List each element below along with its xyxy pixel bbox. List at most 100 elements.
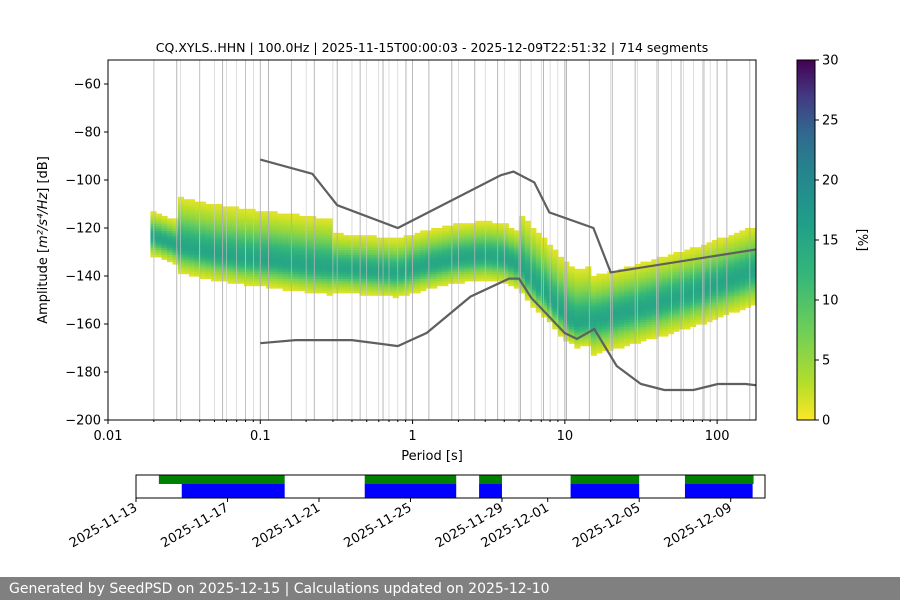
psd-cell <box>684 280 691 284</box>
psd-cell <box>277 242 284 246</box>
psd-cell <box>464 261 471 265</box>
psd-cell <box>194 273 201 277</box>
psd-cell <box>310 268 317 272</box>
footer-bar: Generated by SeedPSD on 2025-12-15 | Cal… <box>0 577 900 600</box>
psd-cell <box>519 278 526 282</box>
psd-cell <box>260 244 267 248</box>
psd-cell <box>161 247 168 251</box>
psd-cell <box>255 213 262 217</box>
psd-cell <box>557 283 564 287</box>
psd-cell <box>343 288 350 291</box>
psd-cell <box>750 288 756 291</box>
psd-cell <box>194 235 201 239</box>
psd-cell <box>293 271 300 275</box>
psd-cell <box>711 280 719 284</box>
psd-cell <box>199 252 207 255</box>
psd-cell <box>469 242 476 246</box>
psd-cell <box>277 230 284 234</box>
psd-cell <box>722 254 730 258</box>
psd-cell <box>414 288 421 291</box>
psd-cell <box>403 280 410 284</box>
psd-cell <box>458 273 465 277</box>
psd-cell <box>744 276 752 279</box>
psd-cell <box>618 307 625 311</box>
psd-cell <box>739 266 746 270</box>
psd-cell <box>667 309 675 313</box>
psd-cell <box>172 235 179 239</box>
psd-cell <box>211 211 218 215</box>
psd-cell <box>640 307 647 311</box>
psd-cell <box>535 271 542 275</box>
psd-cell <box>645 304 653 308</box>
psd-cell <box>744 268 752 272</box>
psd-cell <box>177 213 185 217</box>
psd-cell <box>381 278 388 282</box>
psd-cell <box>337 235 344 239</box>
psd-cell <box>552 271 559 275</box>
psd-cell <box>403 244 410 248</box>
psd-cell <box>436 280 443 284</box>
psd-cell <box>662 288 669 291</box>
psd-cell <box>695 283 702 287</box>
psd-cell <box>568 314 575 318</box>
psd-cell <box>332 280 339 284</box>
psd-cell <box>199 271 207 275</box>
psd-cell <box>321 240 328 243</box>
psd-cell <box>304 264 311 267</box>
psd-cell <box>491 256 498 260</box>
psd-cell <box>513 278 520 282</box>
psd-cell <box>469 225 476 229</box>
psd-cell <box>205 242 212 246</box>
psd-cell <box>508 256 515 260</box>
psd-cell <box>706 297 713 301</box>
psd-cell <box>431 278 438 282</box>
psd-cell <box>398 283 405 287</box>
psd-cell <box>277 235 284 239</box>
psd-cell <box>453 225 460 229</box>
psd-cell <box>469 252 476 255</box>
psd-cell <box>166 242 174 246</box>
psd-cell <box>662 273 669 277</box>
psd-cell <box>354 285 361 289</box>
psd-cell <box>678 280 686 284</box>
psd-cell <box>596 328 603 332</box>
psd-cell <box>739 278 746 282</box>
psd-cell <box>750 297 756 301</box>
psd-cell <box>662 271 669 275</box>
psd-cell <box>453 254 460 258</box>
psd-cell <box>370 273 377 277</box>
psd-cell <box>717 283 724 287</box>
psd-cell <box>365 259 372 263</box>
psd-cell <box>414 261 421 265</box>
psd-cell <box>453 247 460 251</box>
psd-cell <box>601 331 608 335</box>
psd-cell <box>519 254 526 258</box>
psd-cell <box>568 268 575 272</box>
psd-cell <box>222 278 229 282</box>
psd-cell <box>282 288 289 291</box>
psd-cell <box>266 220 273 224</box>
psd-cell <box>530 268 537 272</box>
psd-cell <box>684 268 691 272</box>
psd-cell <box>684 319 691 323</box>
psd-cell <box>260 278 267 282</box>
psd-cell <box>486 256 493 260</box>
psd-cell <box>260 232 267 236</box>
psd-cell <box>458 271 465 275</box>
psd-cell <box>728 268 735 272</box>
psd-cell <box>183 211 190 215</box>
psd-cell <box>315 261 322 265</box>
psd-cell <box>177 244 185 248</box>
psd-cell <box>711 268 719 272</box>
psd-cell <box>651 314 658 318</box>
psd-cell <box>590 297 597 301</box>
psd-cell <box>623 309 630 313</box>
psd-cell <box>188 256 196 260</box>
psd-cell <box>739 292 746 296</box>
psd-cell <box>216 261 223 265</box>
psd-cell <box>310 216 317 219</box>
psd-cell <box>332 290 339 294</box>
psd-cell <box>695 266 702 270</box>
psd-cell <box>508 264 515 267</box>
psd-cell <box>480 259 487 263</box>
